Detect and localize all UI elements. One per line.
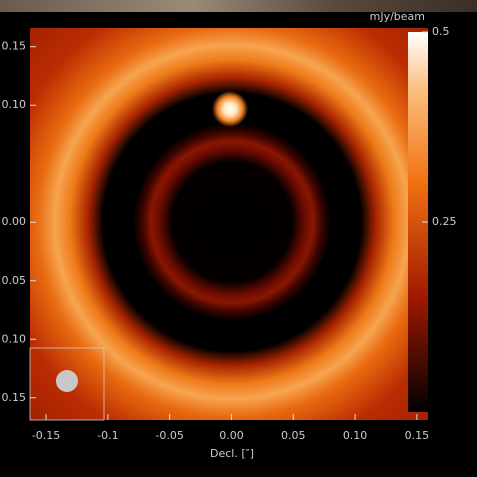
image [30,28,428,420]
y-tick-label: 0.00 [2,215,27,228]
y-tick-label: 0.10 [2,332,27,345]
x-tick-label: 0.15 [405,429,430,442]
colorbar-label: mJy/beam [370,10,425,23]
x-tick-label: -0.05 [155,429,183,442]
y-tick-label: 0.10 [2,98,27,111]
x-tick-label: -0.1 [97,429,118,442]
x-tick-label: 0.05 [281,429,306,442]
colorbar-tick-label: 0.25 [432,215,457,228]
y-tick-label: 0.15 [2,40,27,53]
colorbar-tick-label: 0.5 [432,25,450,38]
beam-box [29,347,105,421]
beam [56,370,78,392]
x-tick-label: 0.10 [343,429,368,442]
x-tick-label: 0.00 [219,429,244,442]
x-tick-label: -0.15 [32,429,60,442]
photo-strip [0,0,477,12]
x-axis-label: Decl. [″] [210,447,254,460]
colorbar [408,32,428,412]
y-tick-label: 0.15 [2,391,27,404]
companion-source [212,91,248,127]
y-tick-label: 0.05 [2,274,27,287]
